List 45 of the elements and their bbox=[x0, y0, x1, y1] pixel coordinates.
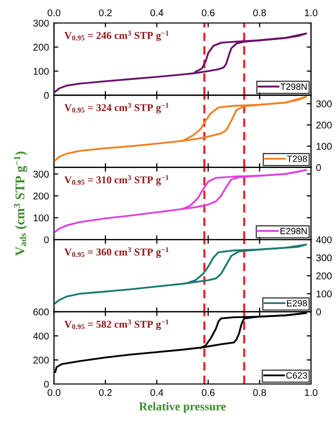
legend-label: E298 bbox=[287, 300, 307, 306]
y2-tick-label: 200 bbox=[316, 272, 332, 280]
y-tick-label: 0 bbox=[44, 92, 49, 99]
y-tick-label: 200 bbox=[33, 356, 49, 364]
y-axis-title: V$_{ads}$ (cm$^{3}$ STP g$^{−1}$) bbox=[14, 152, 28, 256]
x2-tick-label: 0.8 bbox=[253, 9, 266, 16]
y-tick-label: 600 bbox=[33, 308, 49, 316]
legend-label: C623 bbox=[286, 372, 307, 379]
annotation: V$_{0.95}$ = 324 cm$^{3}$ STP g$^{−1}$ bbox=[64, 102, 169, 114]
annotation: V$_{0.95}$ = 246 cm$^{3}$ STP g$^{−1}$ bbox=[64, 30, 169, 42]
x-tick-label: 0.0 bbox=[48, 389, 60, 396]
y-tick-label: 100 bbox=[34, 214, 49, 222]
x2-tick-label: 0.6 bbox=[202, 9, 215, 16]
x-axis-title: Relative pressure bbox=[139, 402, 226, 413]
legend-label: T298N bbox=[280, 83, 307, 90]
legend-label: E298N bbox=[280, 228, 307, 234]
x-tick-label: 1.0 bbox=[304, 389, 318, 396]
x2-tick-label: 0.0 bbox=[48, 9, 60, 16]
y2-tick-label: 0 bbox=[316, 308, 321, 316]
legend-label: T298 bbox=[287, 156, 307, 162]
y-tick-label: 200 bbox=[33, 44, 49, 51]
annotation: V$_{0.95}$ = 582 cm$^{3}$ STP g$^{−1}$ bbox=[64, 319, 169, 330]
annotation: V$_{0.95}$ = 360 cm$^{3}$ STP g$^{−1}$ bbox=[64, 247, 169, 258]
x2-tick-label: 0.2 bbox=[99, 9, 112, 16]
y-tick-label: 400 bbox=[33, 332, 49, 340]
y-tick-label: 0 bbox=[44, 236, 49, 244]
y2-tick-label: 300 bbox=[316, 254, 332, 262]
x-tick-label: 0.2 bbox=[99, 389, 112, 396]
y-tick-label: 100 bbox=[34, 68, 49, 75]
y2-tick-label: 300 bbox=[316, 100, 332, 108]
y-tick-label: 0 bbox=[44, 380, 49, 388]
annotation: V$_{0.95}$ = 310 cm$^{3}$ STP g$^{−1}$ bbox=[64, 175, 169, 186]
x2-tick-label: 0.4 bbox=[150, 9, 164, 16]
y2-tick-label: 100 bbox=[316, 142, 332, 150]
x-tick-label: 0.6 bbox=[202, 389, 215, 396]
x-tick-label: 0.4 bbox=[150, 389, 164, 396]
x-tick-label: 0.8 bbox=[253, 389, 266, 396]
y-tick-label: 300 bbox=[33, 170, 49, 178]
x2-tick-label: 1.0 bbox=[304, 9, 318, 16]
y2-tick-label: 100 bbox=[316, 290, 332, 298]
y2-tick-label: 200 bbox=[316, 122, 332, 129]
y2-tick-label: 0 bbox=[316, 164, 321, 172]
y-tick-label: 300 bbox=[33, 20, 49, 27]
y-tick-label: 200 bbox=[33, 192, 49, 200]
y2-tick-label: 400 bbox=[316, 236, 332, 244]
